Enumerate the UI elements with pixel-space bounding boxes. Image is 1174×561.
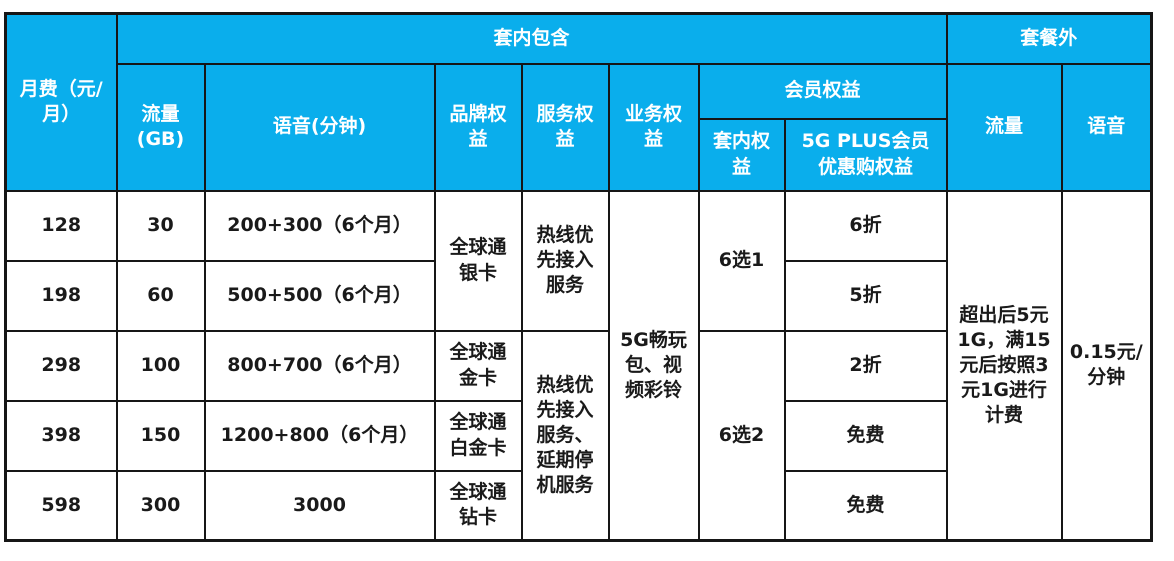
fee-cell: 398 xyxy=(4,399,118,472)
data-cell: 30 xyxy=(115,189,206,262)
header-plus-purchase-benefit: 5G PLUS会员 优惠购权益 xyxy=(783,117,948,192)
header-extra-voice: 语音 xyxy=(1060,62,1153,192)
plus-discount-cell: 5折 xyxy=(783,259,948,332)
fee-cell: 598 xyxy=(4,469,118,542)
data-cell: 60 xyxy=(115,259,206,332)
plan-row-398: 398 150 1200+800（6个月） 全球通白金卡 免费 xyxy=(4,399,1152,472)
header-service-benefit: 服务权益 xyxy=(520,62,610,192)
plan-row-128: 128 30 200+300（6个月） 全球通银卡 热线优先接入服务 5G畅玩包… xyxy=(4,189,1153,542)
plus-discount-cell: 6折 xyxy=(783,189,948,262)
data-cell: 300 xyxy=(115,469,206,542)
voice-cell: 200+300（6个月） xyxy=(203,189,436,262)
fee-cell: 198 xyxy=(4,259,118,332)
header-brand-benefit: 品牌权益 xyxy=(433,62,523,192)
header-in-package-benefit: 套内权益 xyxy=(697,117,786,192)
header-row-bottom: 套内权益 5G PLUS会员 优惠购权益 xyxy=(6,117,1152,192)
extra-voice-cell: 0.15元/分钟 xyxy=(1060,189,1153,542)
header-business-benefit: 业务权益 xyxy=(607,62,700,192)
extra-data-cell: 超出后5元1G，满15元后按照3元1G进行计费 xyxy=(945,189,1063,542)
member-cell-rows12: 6选1 xyxy=(697,189,786,332)
voice-cell: 3000 xyxy=(203,469,436,542)
tariff-table: 月费（元/月） 套内包含 套餐外 流量 (GB) 语音(分钟) 品牌权益 服务权… xyxy=(4,12,1154,542)
data-cell: 100 xyxy=(115,329,206,402)
brand-cell-platinum: 全球通白金卡 xyxy=(433,399,523,472)
header-data-gb: 流量 (GB) xyxy=(115,62,206,192)
brand-cell-silver: 全球通银卡 xyxy=(433,189,523,332)
header-extra-data: 流量 xyxy=(945,62,1063,192)
service-cell-rows12: 热线优先接入服务 xyxy=(520,189,610,332)
member-cell-rows345: 6选2 xyxy=(697,329,786,542)
plus-discount-cell: 免费 xyxy=(783,399,948,472)
voice-cell: 1200+800（6个月） xyxy=(203,399,436,472)
header-monthly-fee: 月费（元/月） xyxy=(4,12,118,192)
header-voice-min: 语音(分钟) xyxy=(203,62,436,192)
voice-cell: 800+700（6个月） xyxy=(203,329,436,402)
plus-discount-cell: 2折 xyxy=(783,329,948,402)
fee-cell: 298 xyxy=(4,329,118,402)
brand-cell-gold: 全球通金卡 xyxy=(433,329,523,402)
plan-row-298: 298 100 800+700（6个月） 全球通金卡 热线优先接入服务、延期停机… xyxy=(4,329,1152,542)
plan-row-198: 198 60 500+500（6个月） 5折 xyxy=(4,259,1152,332)
header-out-of-package-group: 套餐外 xyxy=(945,12,1153,65)
header-row-middle: 流量 (GB) 语音(分钟) 品牌权益 服务权益 业务权益 会员权益 流量 语音 xyxy=(6,62,1153,192)
header-included-group: 套内包含 xyxy=(115,12,948,65)
header-row-top: 月费（元/月） 套内包含 套餐外 xyxy=(4,12,1153,192)
plan-row-598: 598 300 3000 全球通钻卡 免费 xyxy=(4,469,1152,542)
business-cell: 5G畅玩包、视频彩铃 xyxy=(607,189,700,542)
plus-discount-cell: 免费 xyxy=(783,469,948,542)
brand-cell-diamond: 全球通钻卡 xyxy=(433,469,523,542)
header-member-benefit: 会员权益 xyxy=(697,62,948,120)
fee-cell: 128 xyxy=(4,189,118,262)
voice-cell: 500+500（6个月） xyxy=(203,259,436,332)
service-cell-rows345: 热线优先接入服务、延期停机服务 xyxy=(520,329,610,542)
data-cell: 150 xyxy=(115,399,206,472)
